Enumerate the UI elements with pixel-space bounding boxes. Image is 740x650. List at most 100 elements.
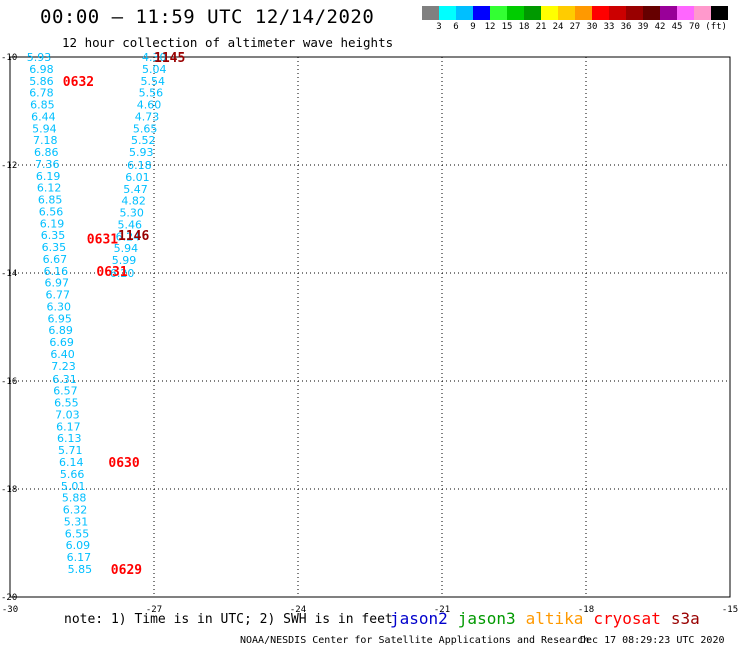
color-scale-label: 21 (535, 22, 547, 32)
x-tick-label: -27 (146, 605, 162, 615)
satellite-jason2: jason2 (390, 609, 448, 628)
chart-title: 00:00 – 11:59 UTC 12/14/2020 (40, 6, 375, 28)
color-swatch (643, 6, 660, 20)
color-swatch (660, 6, 677, 20)
color-scale-label: 18 (518, 22, 530, 32)
color-swatch (490, 6, 507, 20)
wave-height-value: 6.20 (110, 267, 135, 280)
y-tick-label: -10 (1, 53, 17, 63)
footer-credit: NOAA/NESDIS Center for Satellite Applica… (240, 635, 590, 646)
x-tick-label: -24 (290, 605, 306, 615)
pass-time-label: 0630 (108, 456, 139, 471)
wave-height-value: 6.77 (46, 289, 71, 302)
color-swatch (541, 6, 558, 20)
wave-height-value: 6.01 (125, 171, 150, 184)
color-swatch (677, 6, 694, 20)
color-scale-label: 6 (453, 22, 459, 32)
wave-height-value: 6.55 (65, 527, 90, 540)
satellite-cryosat: cryosat (593, 609, 661, 628)
y-tick-label: -12 (1, 161, 17, 171)
wave-height-value: 6.24 (116, 230, 141, 243)
wave-height-value: 6.32 (63, 504, 88, 517)
wave-height-value: 6.89 (48, 324, 73, 337)
color-scale-label: 39 (637, 22, 649, 32)
wave-height-value: 6.97 (45, 277, 69, 290)
color-swatch (592, 6, 609, 20)
color-scale-label: 15 (501, 22, 513, 32)
chart-subtitle: 12 hour collection of altimeter wave hei… (62, 35, 394, 50)
wave-height-value: 6.13 (57, 432, 82, 445)
wave-height-value: 4.73 (135, 110, 160, 123)
wave-height-value: 5.47 (123, 183, 148, 196)
wave-height-value: 5.93 (129, 146, 154, 159)
color-swatch (711, 6, 728, 20)
wave-height-value: 7.36 (35, 158, 60, 171)
color-scale-swatches (422, 6, 728, 20)
y-tick-label: -20 (1, 593, 17, 603)
pass-time-label: 0632 (63, 75, 94, 90)
wave-height-value: 7.23 (51, 360, 76, 373)
wave-height-value: 6.78 (29, 87, 54, 100)
wave-height-value: 6.95 (47, 312, 72, 325)
wave-height-value: 6.40 (50, 348, 75, 361)
color-swatch (524, 6, 541, 20)
wave-height-value: 5.01 (61, 480, 86, 493)
satellite-jason3: jason3 (457, 609, 516, 628)
wave-height-value: 6.67 (43, 253, 68, 266)
wave-height-value: 5.52 (131, 134, 156, 147)
satellite-legend: jason2 jason3 altika cryosat s3a (390, 609, 710, 628)
y-tick-label: -14 (1, 269, 17, 279)
wave-height-value: 6.30 (46, 300, 70, 313)
x-tick-label: -21 (434, 605, 450, 615)
wave-height-value: 6.19 (40, 217, 64, 230)
color-swatch (575, 6, 592, 20)
color-scale-label: 33 (603, 22, 615, 32)
color-swatch (558, 6, 575, 20)
wave-height-value: 6.14 (59, 456, 84, 469)
wave-height-value: 5.54 (141, 75, 166, 88)
color-swatch (507, 6, 524, 20)
wave-height-value: 6.09 (66, 539, 91, 552)
wave-height-value: 6.86 (34, 146, 59, 159)
wave-height-value: 6.85 (38, 194, 63, 207)
x-tick-label: -30 (2, 605, 18, 615)
color-scale-label: 3 (436, 22, 442, 32)
color-scale-label: 36 (620, 22, 632, 32)
wave-height-value: 6.17 (67, 551, 92, 564)
color-scale-label: 9 (470, 22, 476, 32)
wave-height-value: 5.85 (68, 563, 93, 576)
color-scale-label: 42 (654, 22, 666, 32)
color-scale-label: 27 (569, 22, 581, 32)
color-swatch (609, 6, 626, 20)
pass-time-label: 1146 (118, 229, 149, 244)
wave-height-value: 6.17 (56, 420, 81, 433)
wave-height-value: 6.35 (41, 229, 66, 242)
plot-frame (9, 56, 731, 598)
wave-height-value: 6.55 (54, 397, 79, 410)
color-scale-label: 24 (552, 22, 564, 32)
wave-height-value: 5.88 (62, 492, 86, 505)
wave-height-value: 5.93 (27, 51, 52, 64)
color-scale-legend: 3 6 9 12 15 18 21 24 27 30 33 36 39 42 45 70 (ft) (422, 6, 728, 34)
pass-time-label: 1145 (154, 51, 185, 66)
color-scale-label: 45 (671, 22, 683, 32)
pass-time-label: 0631 (96, 265, 127, 280)
wave-height-value: 5.30 (119, 207, 144, 220)
wave-height-value: 4.60 (137, 99, 162, 112)
wave-height-value: 5.31 (64, 515, 88, 528)
wave-height-value: 5.56 (139, 87, 164, 100)
wave-height-value: 6.35 (42, 241, 67, 254)
wave-height-value: 6.44 (31, 110, 56, 123)
wave-height-value: 6.57 (53, 385, 77, 398)
wave-height-value: 5.65 (133, 122, 158, 135)
satellite-s3a: s3a (670, 609, 700, 628)
pass-time-label: 0631 (87, 232, 118, 247)
x-tick-label: -18 (578, 605, 594, 615)
wave-height-value: 6.16 (44, 265, 69, 278)
x-tick-label: -15 (722, 605, 738, 615)
wave-height-value: 6.19 (36, 170, 61, 183)
color-swatch (473, 6, 490, 20)
wave-height-value: 6.56 (39, 205, 64, 218)
wave-height-value: 7.18 (33, 134, 58, 147)
